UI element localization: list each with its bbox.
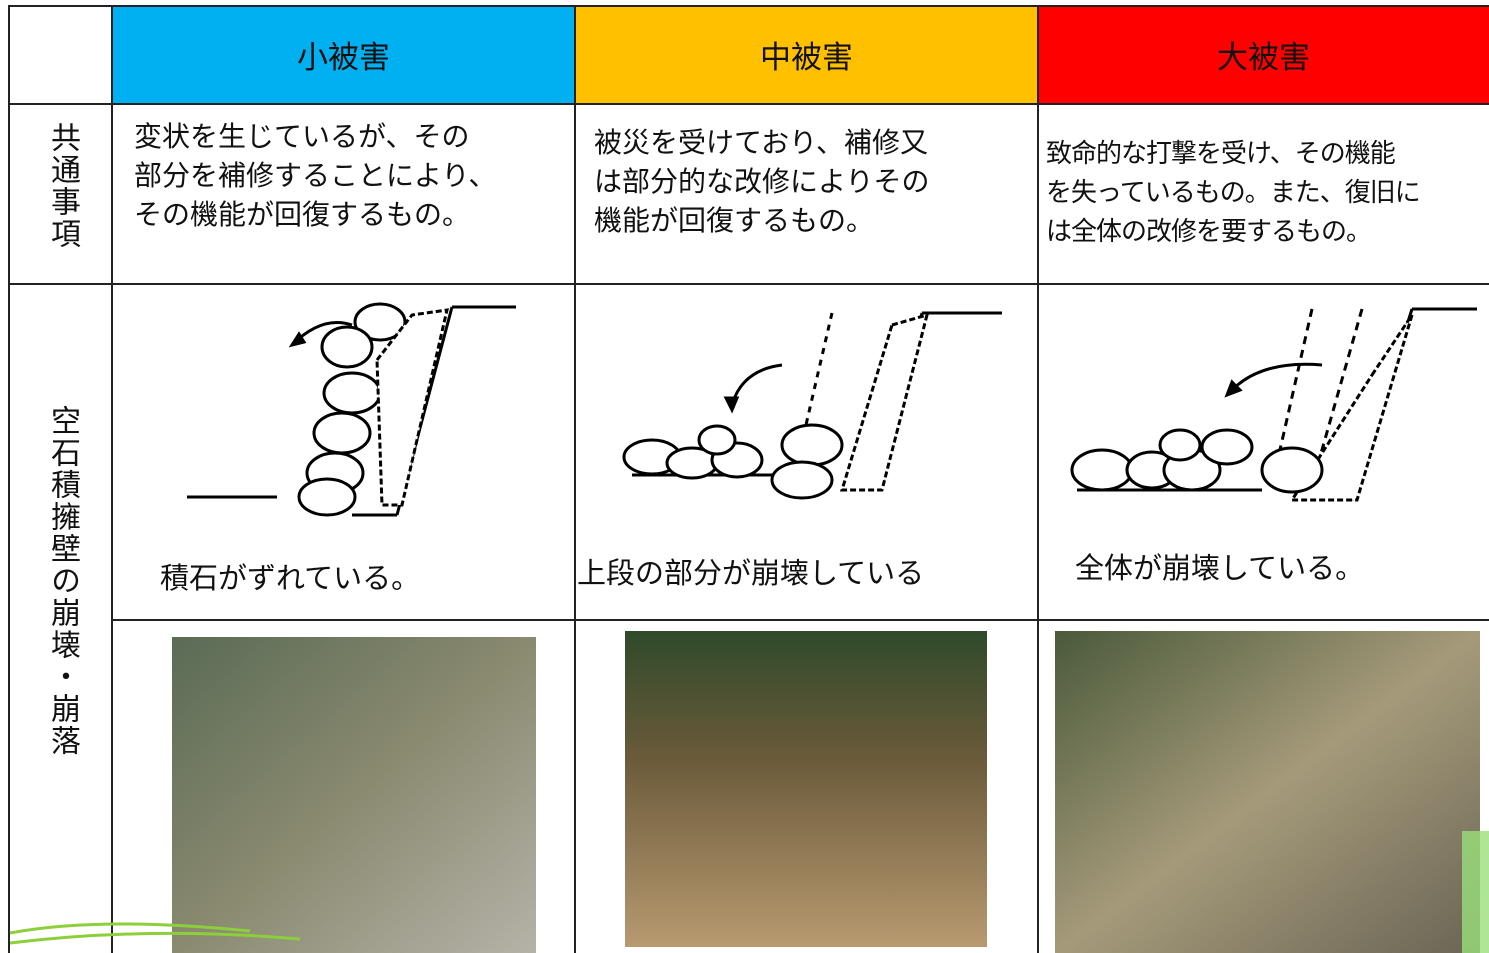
column-header: 大被害	[1217, 39, 1310, 76]
description-line: 致命的な打撃を受け、その機能	[1046, 139, 1396, 169]
description-line: その機能が回復するもの。	[134, 198, 471, 231]
column-header: 小被害	[297, 39, 390, 76]
description-line: は全体の改修を要するもの。	[1046, 217, 1372, 247]
caption: 積石がずれている。	[160, 561, 421, 595]
header-bg	[575, 5, 1038, 103]
diagram-large	[1070, 307, 1477, 502]
description-line: 変状を生じているが、その	[134, 120, 470, 153]
description-line: 部分を補修することにより、	[134, 159, 497, 192]
diagram-medium	[622, 311, 1002, 500]
row-label: 共通事項	[45, 122, 80, 250]
photo	[172, 637, 536, 953]
diagrams	[187, 302, 1477, 517]
header-bg	[112, 5, 575, 103]
description-line: は部分的な改修によりその	[594, 165, 930, 198]
description: 被災を受けており、補修又 は部分的な改修によりその 機能が回復するもの。	[594, 123, 929, 240]
description-line: 機能が回復するもの。	[594, 204, 875, 237]
header-bg	[1038, 5, 1489, 103]
description: 変状を生じているが、その 部分を補修することにより、 その機能が回復するもの。	[134, 117, 496, 234]
column-header: 中被害	[760, 39, 853, 76]
photo	[1055, 631, 1480, 953]
diagram-small	[187, 302, 516, 517]
photo	[625, 631, 987, 947]
caption: 上段の部分が崩壊している	[577, 556, 925, 590]
description-line: を失っているもの。また、復旧に	[1046, 178, 1421, 208]
row-label: 空石積擁壁の崩壊・崩落	[45, 405, 80, 757]
description-line: 被災を受けており、補修又	[594, 126, 929, 159]
caption: 全体が崩壊している。	[1075, 551, 1365, 585]
description: 致命的な打撃を受け、その機能 を失っているもの。また、復旧に は全体の改修を要するも…	[1046, 135, 1421, 252]
photos	[9, 631, 1489, 953]
